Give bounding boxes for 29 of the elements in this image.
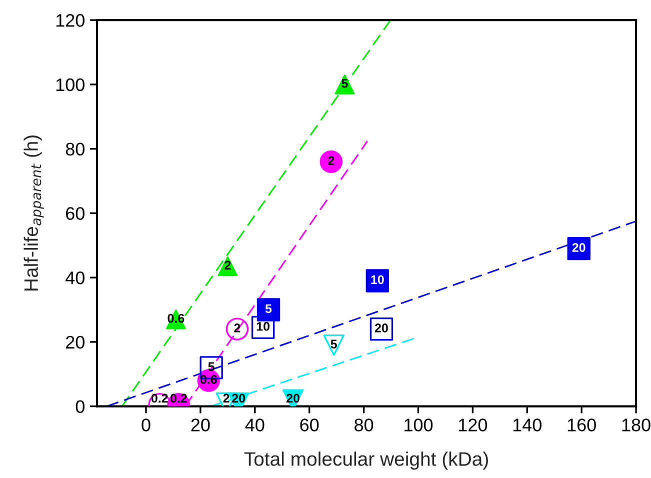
x-tick-label: 160: [568, 418, 596, 432]
annotation: 5: [342, 79, 348, 88]
annotation: 10: [371, 275, 384, 284]
y-tick-label: 0: [76, 400, 84, 414]
x-tick-label: 120: [459, 418, 488, 432]
x-tick-label: 60: [300, 418, 319, 432]
annotation: 5: [330, 340, 337, 349]
annotation: 5: [265, 304, 272, 314]
x-tick-label: 20: [191, 418, 210, 432]
annotation: 2: [224, 260, 231, 270]
y-tick-label: 80: [66, 142, 84, 156]
x-tick-label: 100: [404, 418, 433, 432]
y-tick-label: 40: [66, 271, 84, 284]
y-axis-title: Half-life$_{apparent}$ (h): [24, 136, 44, 290]
annotation: 10: [256, 322, 270, 331]
y-tick-label: 100: [56, 78, 84, 92]
annotation: 20: [572, 243, 586, 252]
x-axis-title: Total molecular weight (kDa): [244, 452, 488, 470]
annotation: 20: [374, 324, 388, 332]
annotation: 2: [328, 156, 334, 165]
x-tick-label: 180: [622, 418, 650, 432]
x-tick-label: 0: [142, 418, 150, 432]
y-tick-label: 120: [56, 14, 84, 27]
y-tick-label: 60: [66, 207, 84, 220]
x-tick-label: 140: [513, 418, 542, 432]
x-tick-label: 80: [354, 418, 374, 432]
annotation: 20: [286, 394, 300, 403]
y-tick-label: 20: [66, 336, 84, 349]
x-tick-label: 40: [245, 418, 264, 432]
